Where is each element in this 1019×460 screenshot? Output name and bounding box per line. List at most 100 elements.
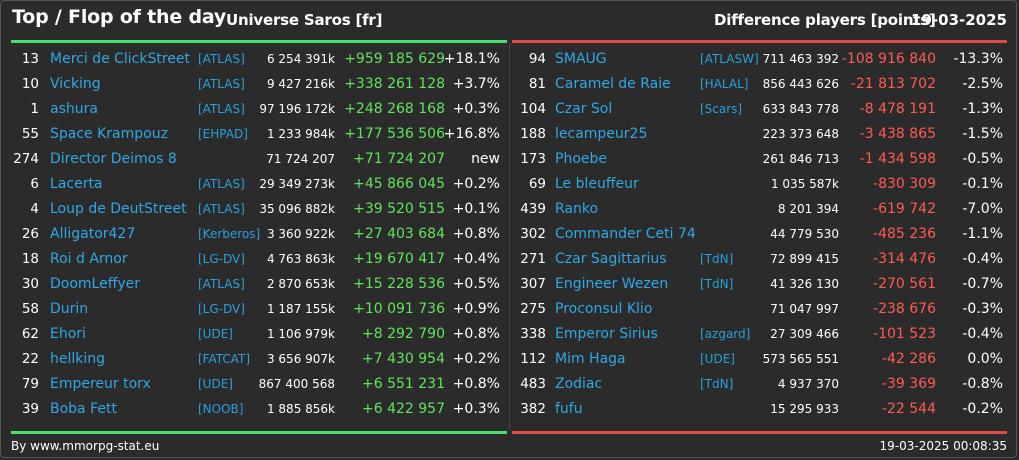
player-total-points: 71 724 207 (266, 152, 335, 166)
universe-label: Universe Saros [fr] (226, 11, 383, 29)
player-name-link[interactable]: fufu (555, 401, 583, 417)
top-player-row: 39 Boba Fett [NOOB] 1 885 856k +6 422 957 +0.… (10, 397, 506, 422)
player-name-link[interactable]: Engineer Wezen (555, 276, 669, 292)
percent-change: +0.9% (452, 301, 500, 317)
top-player-row: 4 Loup de DeutStreet [ATLAS] 35 096 882k +39… (10, 197, 506, 222)
alliance-tag-link[interactable]: [NOOB] (198, 402, 244, 416)
player-name-link[interactable]: Emperor Sirius (555, 326, 658, 342)
player-total-points: 71 047 997 (770, 302, 839, 316)
player-name-link[interactable]: Zodiac (555, 376, 603, 392)
player-name-link[interactable]: Proconsul Klio (555, 301, 653, 317)
player-name-link[interactable]: Czar Sagittarius (555, 251, 667, 267)
player-rank: 79 (21, 376, 39, 392)
player-name-link[interactable]: Commander Ceti 74 (555, 226, 696, 242)
player-rank: 81 (528, 76, 546, 92)
alliance-tag-link[interactable]: [UDE] (700, 352, 735, 366)
flop-player-row: 338 Emperor Sirius [azgard] 27 309 466 -101 … (514, 322, 1009, 347)
alliance-tag-link[interactable]: [TdN] (700, 277, 734, 291)
player-name-link[interactable]: Roi d Arnor (50, 251, 128, 267)
alliance-tag-link[interactable]: [FATCAT] (198, 352, 251, 366)
difference-label: Difference players [points] (714, 11, 936, 29)
points-difference: +15 228 536 (353, 276, 445, 292)
alliance-tag-link[interactable]: [TdN] (700, 377, 734, 391)
points-difference: +6 551 231 (362, 376, 445, 392)
player-name-link[interactable]: Vicking (50, 76, 101, 92)
player-name-link[interactable]: Ranko (555, 201, 599, 217)
flop-player-row: 302 Commander Ceti 74 44 779 530 -485 236 -1… (514, 222, 1009, 247)
player-rank: 483 (520, 376, 546, 392)
header-date: 19-03-2025 (911, 11, 1007, 29)
player-name-link[interactable]: lecampeur25 (555, 126, 648, 142)
player-total-points: 4 937 370 (777, 377, 839, 391)
player-name-link[interactable]: Empereur torx (50, 376, 151, 392)
alliance-tag-link[interactable]: [UDE] (198, 377, 233, 391)
header: Top / Flop of the day Universe Saros [fr… (12, 6, 1007, 36)
alliance-tag-link[interactable]: [TdN] (700, 252, 734, 266)
player-rank: 439 (520, 201, 546, 217)
top-player-row: 1 ashura [ATLAS] 97 196 172k +248 268 168 +0.… (10, 97, 506, 122)
alliance-tag-link[interactable]: [Kerberos] (198, 227, 261, 241)
percent-change: -1.5% (962, 126, 1003, 142)
alliance-tag-link[interactable]: [ATLAS] (198, 77, 245, 91)
alliance-tag-link[interactable]: [azgard] (700, 327, 751, 341)
player-name-link[interactable]: DoomLeffyer (50, 276, 141, 292)
flop-players-list: 94 SMAUG [ATLASW] 711 463 392 -108 916 840 -1… (514, 47, 1009, 422)
flop-player-row: 94 SMAUG [ATLASW] 711 463 392 -108 916 840 -1… (514, 47, 1009, 72)
points-difference: +10 091 736 (353, 301, 445, 317)
alliance-tag-link[interactable]: [HALAL] (700, 77, 749, 91)
player-rank: 10 (21, 76, 39, 92)
percent-change: -0.3% (962, 301, 1003, 317)
player-name-link[interactable]: Lacerta (50, 176, 103, 192)
player-total-points: 41 326 130 (770, 277, 839, 291)
player-total-points: 6 254 391k (266, 52, 335, 66)
player-name-link[interactable]: ashura (50, 101, 98, 117)
player-rank: 39 (21, 401, 39, 417)
points-difference: +19 670 417 (353, 251, 445, 267)
player-rank: 275 (520, 301, 546, 317)
points-difference: +177 536 506 (344, 126, 445, 142)
player-name-link[interactable]: Durin (50, 301, 89, 317)
points-difference: +45 866 045 (353, 176, 445, 192)
alliance-tag-link[interactable]: [UDE] (198, 327, 233, 341)
player-name-link[interactable]: Merci de ClickStreet (50, 51, 191, 67)
top-divider-green (11, 40, 507, 43)
alliance-tag-link[interactable]: [ATLAS] (198, 177, 245, 191)
player-name-link[interactable]: SMAUG (555, 51, 607, 67)
alliance-tag-link[interactable]: [ATLAS] (198, 102, 245, 116)
alliance-tag-link[interactable]: [LG-DV] (198, 252, 245, 266)
player-name-link[interactable]: Mim Haga (555, 351, 626, 367)
player-name-link[interactable]: Phoebe (555, 151, 607, 167)
player-total-points: 1 187 155k (266, 302, 335, 316)
player-name-link[interactable]: Director Deimos 8 (50, 151, 177, 167)
alliance-tag-link[interactable]: [ATLASW] (700, 52, 759, 66)
player-rank: 1 (30, 101, 39, 117)
player-name-link[interactable]: hellking (50, 351, 106, 367)
points-difference: +6 422 957 (362, 401, 445, 417)
points-difference: -238 676 (873, 301, 936, 317)
player-total-points: 633 843 778 (762, 102, 839, 116)
alliance-tag-link[interactable]: [ATLAS] (198, 202, 245, 216)
player-name-link[interactable]: Alligator427 (50, 226, 136, 242)
player-rank: 6 (30, 176, 39, 192)
player-name-link[interactable]: Ehori (50, 326, 86, 342)
points-difference: +338 261 128 (344, 76, 445, 92)
player-total-points: 1 035 587k (770, 177, 839, 191)
player-rank: 271 (520, 251, 546, 267)
player-name-link[interactable]: Czar Sol (555, 101, 613, 117)
points-difference: -1 434 598 (859, 151, 936, 167)
points-difference: +71 724 207 (353, 151, 445, 167)
alliance-tag-link[interactable]: [ATLAS] (198, 277, 245, 291)
alliance-tag-link[interactable]: [Scars] (700, 102, 743, 116)
player-name-link[interactable]: Boba Fett (50, 401, 117, 417)
player-total-points: 3 656 907k (266, 352, 335, 366)
alliance-tag-link[interactable]: [ATLAS] (198, 52, 245, 66)
player-name-link[interactable]: Le bleuffeur (555, 176, 639, 192)
points-difference: -8 478 191 (859, 101, 936, 117)
points-difference: -270 561 (873, 276, 936, 292)
player-name-link[interactable]: Loup de DeutStreet (50, 201, 187, 217)
top-player-row: 13 Merci de ClickStreet [ATLAS] 6 254 391k +… (10, 47, 506, 72)
alliance-tag-link[interactable]: [EHPAD] (198, 127, 248, 141)
player-name-link[interactable]: Caramel de Raie (555, 76, 671, 92)
player-name-link[interactable]: Space Krampouz (50, 126, 168, 142)
alliance-tag-link[interactable]: [LG-DV] (198, 302, 245, 316)
